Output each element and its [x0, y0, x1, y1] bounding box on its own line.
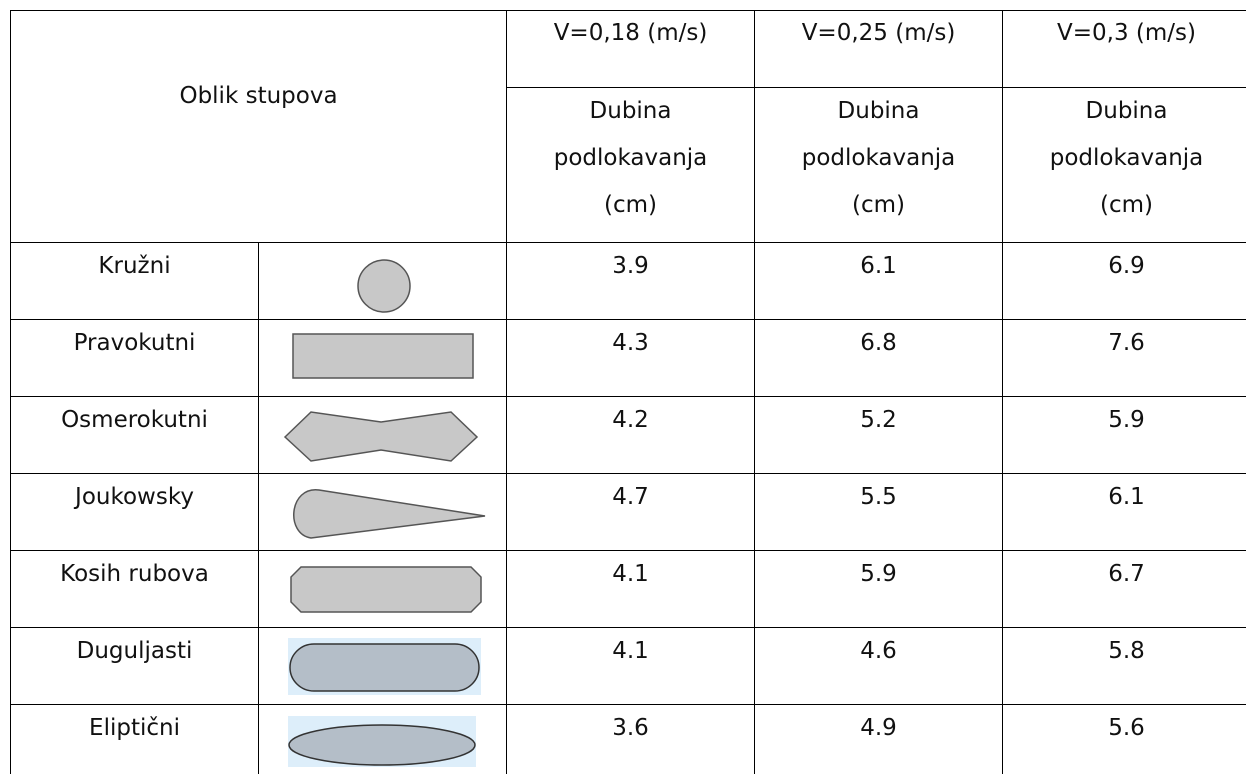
header-cell: Dubina podlokavanja (cm)	[754, 87, 1004, 243]
depth-value: 6.1	[754, 242, 1004, 320]
shape-drawing	[290, 566, 482, 613]
depth-value: 4.1	[506, 627, 756, 705]
results-table: Oblik stupova V=0,18 (m/s) V=0,25 (m/s) …	[9, 10, 1246, 774]
shape-name: Pravokutni	[10, 319, 259, 397]
depth-value: 6.7	[1002, 550, 1246, 628]
shape-name: Duguljasti	[10, 627, 259, 705]
depth-value: 6.8	[754, 319, 1004, 397]
header-row: Dubina podlokavanja (cm) Dubina podlokav…	[11, 87, 1246, 243]
shape-icon	[257, 473, 508, 551]
header-row: Oblik stupova V=0,18 (m/s) V=0,25 (m/s) …	[9, 10, 1246, 243]
depth-value: 4.6	[754, 627, 1004, 705]
depth-value: 4.9	[754, 704, 1004, 774]
depth-value: 5.9	[1002, 396, 1246, 474]
shape-drawing	[357, 259, 411, 313]
header-text: Dubina podlokavanja (cm)	[1049, 98, 1204, 218]
header-cell: Oblik stupova	[9, 10, 508, 243]
shape-drawing	[288, 716, 476, 767]
shape-name: Kružni	[10, 242, 259, 320]
shape-name: Osmerokutni	[10, 396, 259, 474]
data-row: Osmerokutni 4.2 5.2 5.9	[10, 396, 1246, 474]
header-cell: Dubina podlokavanja (cm)	[1002, 87, 1246, 243]
shape-name: Eliptični	[10, 704, 259, 774]
shape-drawing	[293, 489, 486, 539]
shape-icon	[257, 242, 508, 320]
depth-value: 3.9	[506, 242, 756, 320]
data-row: Kružni 3.9 6.1 6.9	[10, 242, 1246, 320]
depth-value: 3.6	[506, 704, 756, 774]
data-row: Eliptični 3.6 4.9 5.6	[10, 704, 1246, 774]
header-text: Dubina podlokavanja (cm)	[553, 98, 708, 218]
depth-value: 5.8	[1002, 627, 1246, 705]
shape-icon	[257, 396, 508, 474]
header-text: Dubina podlokavanja (cm)	[801, 98, 956, 218]
data-row: Joukowsky 4.7 5.5 6.1	[10, 473, 1246, 551]
header-cell: V=0,25 (m/s)	[754, 10, 1004, 88]
data-row: Pravokutni 4.3 6.8 7.6	[10, 319, 1246, 397]
header-cell: V=0,3 (m/s)	[1002, 10, 1246, 88]
shape-name: Kosih rubova	[10, 550, 259, 628]
header-cell: V=0,18 (m/s)	[506, 10, 756, 88]
depth-value: 7.6	[1002, 319, 1246, 397]
table-body: Kružni 3.9 6.1 6.9 Pravokutni 4.3 6.8 7.6 Osmero…	[10, 242, 1246, 774]
depth-value: 6.1	[1002, 473, 1246, 551]
depth-value: 5.9	[754, 550, 1004, 628]
data-row: Kosih rubova 4.1 5.9 6.7	[10, 550, 1246, 628]
shape-drawing	[288, 638, 481, 695]
depth-value: 4.2	[506, 396, 756, 474]
depth-value: 4.1	[506, 550, 756, 628]
shape-name: Joukowsky	[10, 473, 259, 551]
shape-icon	[257, 704, 508, 774]
depth-value: 5.2	[754, 396, 1004, 474]
shape-icon	[257, 627, 508, 705]
depth-value: 5.5	[754, 473, 1004, 551]
depth-value: 5.6	[1002, 704, 1246, 774]
data-row: Duguljasti 4.1 4.6 5.8	[10, 627, 1246, 705]
depth-value: 4.3	[506, 319, 756, 397]
header-cell: Dubina podlokavanja (cm)	[506, 87, 756, 243]
depth-value: 4.7	[506, 473, 756, 551]
shape-drawing	[292, 333, 474, 379]
depth-value: 6.9	[1002, 242, 1246, 320]
shape-drawing	[283, 411, 479, 462]
shape-icon	[257, 319, 508, 397]
shape-icon	[257, 550, 508, 628]
